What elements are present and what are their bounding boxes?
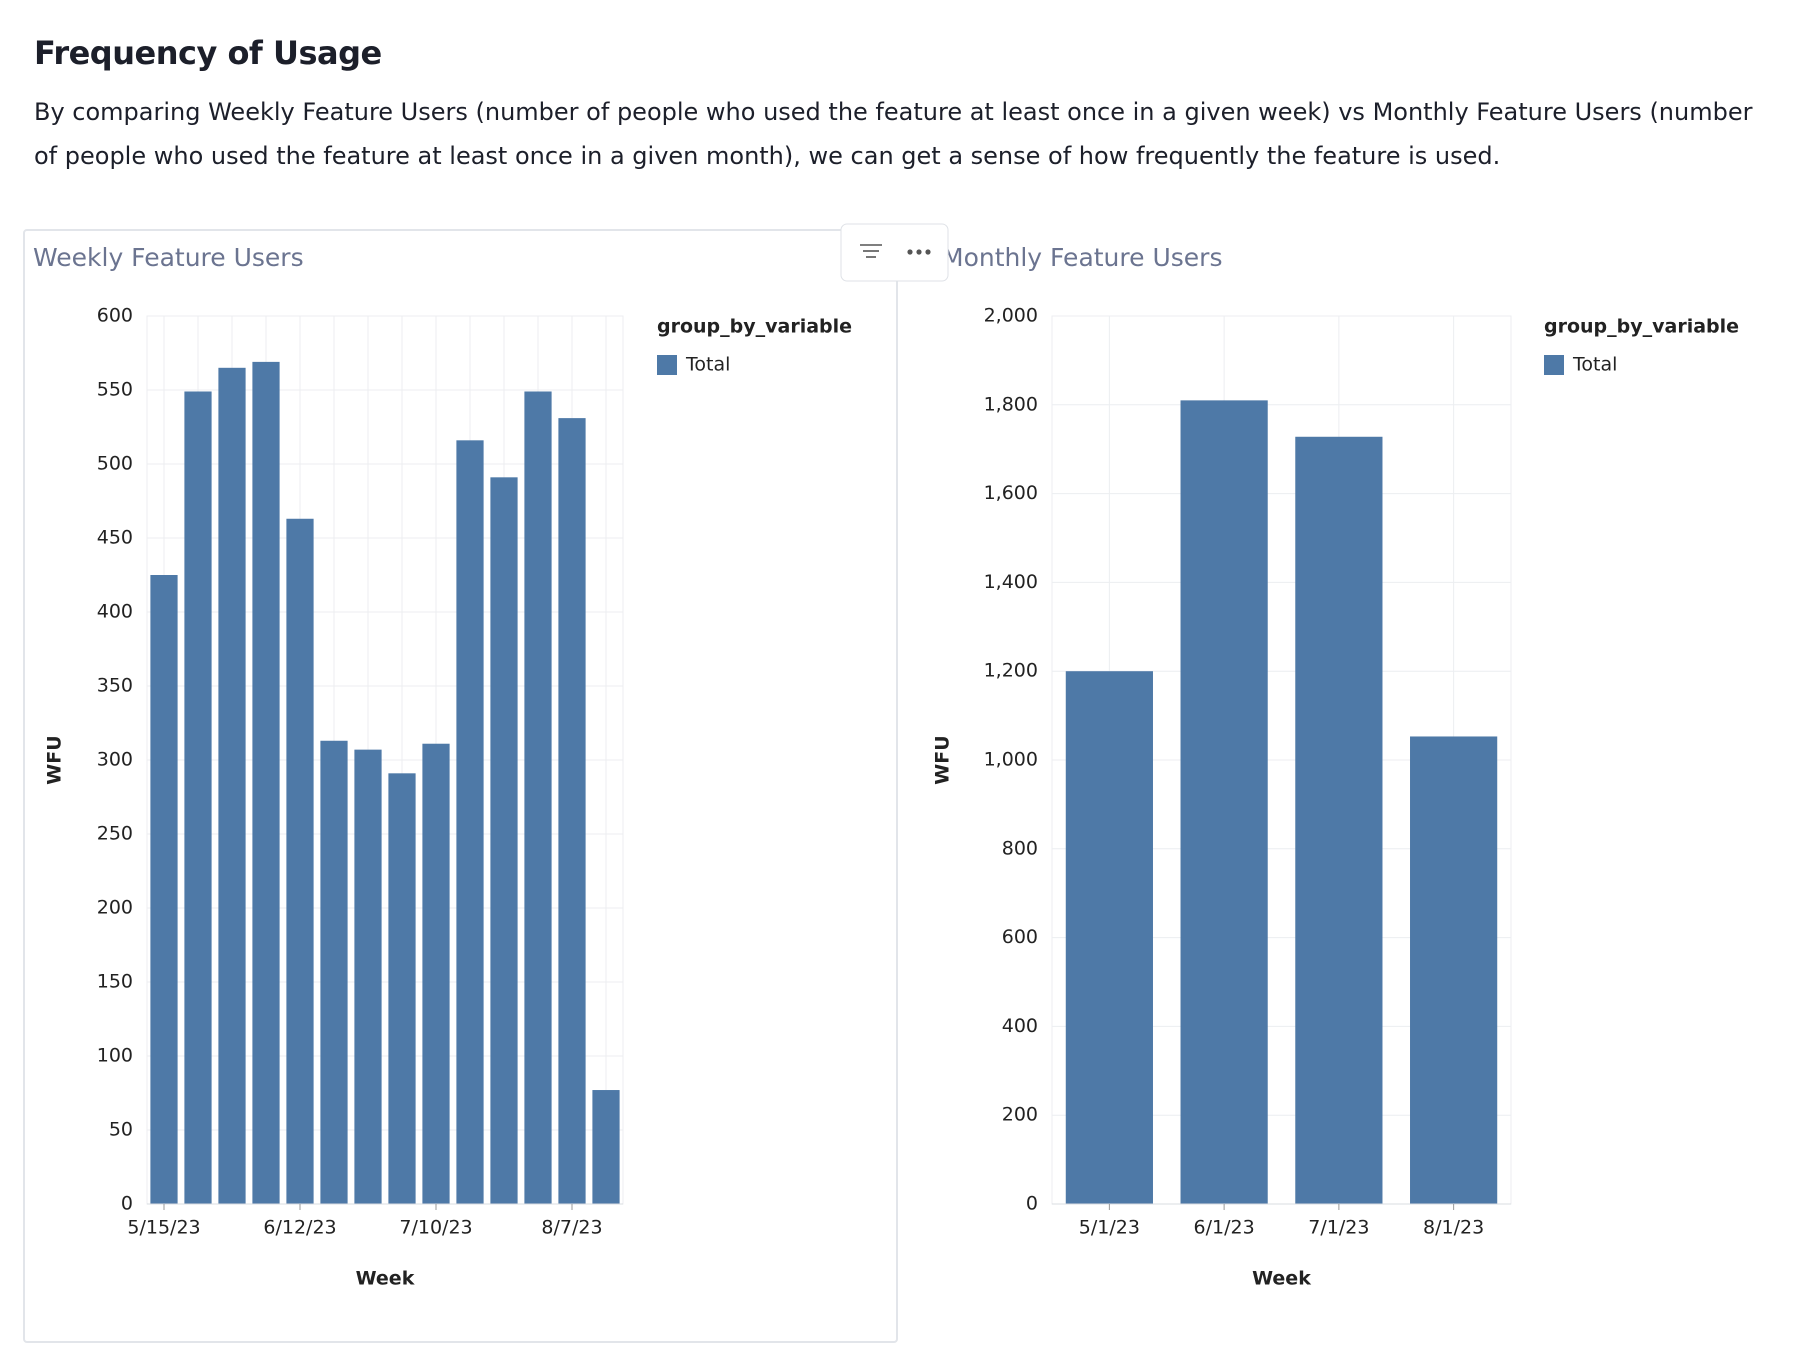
header: Frequency of Usage By comparing Weekly F… [34, 34, 1774, 178]
bar [558, 418, 586, 1204]
bar [422, 743, 450, 1204]
legend-label: Total [685, 354, 730, 376]
y-axis-label: WFU [932, 735, 954, 784]
y-tick-label: 0 [1026, 1193, 1038, 1215]
x-axis-label: Week [1252, 1268, 1311, 1290]
y-tick-label: 400 [1002, 1015, 1038, 1037]
legend-swatch [657, 355, 677, 375]
bar [286, 518, 314, 1204]
bar [388, 773, 416, 1204]
y-tick-label: 200 [97, 897, 133, 919]
more-button[interactable] [907, 249, 931, 255]
bar [1180, 400, 1268, 1204]
chart-toolbar [840, 223, 949, 282]
y-tick-label: 800 [1002, 837, 1038, 859]
x-tick-label: 5/15/23 [127, 1217, 200, 1239]
legend-swatch [1544, 355, 1564, 375]
more-dot [916, 249, 922, 255]
bar [184, 391, 212, 1205]
bar [354, 749, 382, 1204]
bar [252, 361, 280, 1204]
y-axis-label: WFU [44, 735, 66, 784]
more-dot [907, 249, 913, 255]
y-tick-label: 600 [97, 305, 133, 327]
toolbar-box [840, 223, 949, 282]
y-tick-label: 350 [97, 675, 133, 697]
x-tick-label: 7/1/23 [1308, 1217, 1369, 1239]
y-tick-label: 250 [97, 823, 133, 845]
section-description: By comparing Weekly Feature Users (numbe… [34, 98, 1753, 170]
y-tick-label: 400 [97, 601, 133, 623]
bar [490, 477, 518, 1204]
x-tick-label: 6/12/23 [263, 1217, 336, 1239]
y-tick-label: 500 [97, 453, 133, 475]
bar [524, 391, 552, 1205]
y-tick-label: 1,200 [984, 660, 1038, 682]
bar [456, 440, 484, 1204]
legend-title: group_by_variable [657, 316, 852, 338]
bar [218, 367, 246, 1204]
y-tick-label: 550 [97, 379, 133, 401]
y-tick-label: 100 [97, 1045, 133, 1067]
y-tick-label: 1,600 [984, 482, 1038, 504]
x-axis-label: Week [356, 1268, 415, 1290]
y-tick-label: 1,800 [984, 393, 1038, 415]
x-tick-label: 5/1/23 [1079, 1217, 1140, 1239]
y-tick-label: 300 [97, 749, 133, 771]
y-tick-label: 450 [97, 527, 133, 549]
bar [1065, 671, 1153, 1204]
legend-label: Total [1572, 354, 1617, 376]
x-tick-label: 6/1/23 [1194, 1217, 1255, 1239]
x-tick-label: 8/1/23 [1423, 1217, 1484, 1239]
x-tick-label: 7/10/23 [399, 1217, 472, 1239]
section-title: Frequency of Usage [34, 34, 382, 72]
x-tick-label: 8/7/23 [541, 1217, 602, 1239]
chart-title: Weekly Feature Users [33, 243, 304, 272]
y-tick-label: 1,000 [984, 749, 1038, 771]
bar [592, 1090, 620, 1204]
y-tick-label: 0 [121, 1193, 133, 1215]
y-tick-label: 200 [1002, 1104, 1038, 1126]
y-tick-label: 1,400 [984, 571, 1038, 593]
bar [150, 575, 178, 1204]
bar [320, 740, 348, 1204]
y-tick-label: 2,000 [984, 305, 1038, 327]
more-dot [925, 249, 931, 255]
bar [1295, 436, 1383, 1204]
y-tick-label: 50 [109, 1119, 133, 1141]
chart-title: Monthly Feature Users [942, 243, 1222, 272]
y-tick-label: 600 [1002, 926, 1038, 948]
bar [1410, 736, 1498, 1204]
y-tick-label: 150 [97, 971, 133, 993]
legend-title: group_by_variable [1544, 316, 1739, 338]
